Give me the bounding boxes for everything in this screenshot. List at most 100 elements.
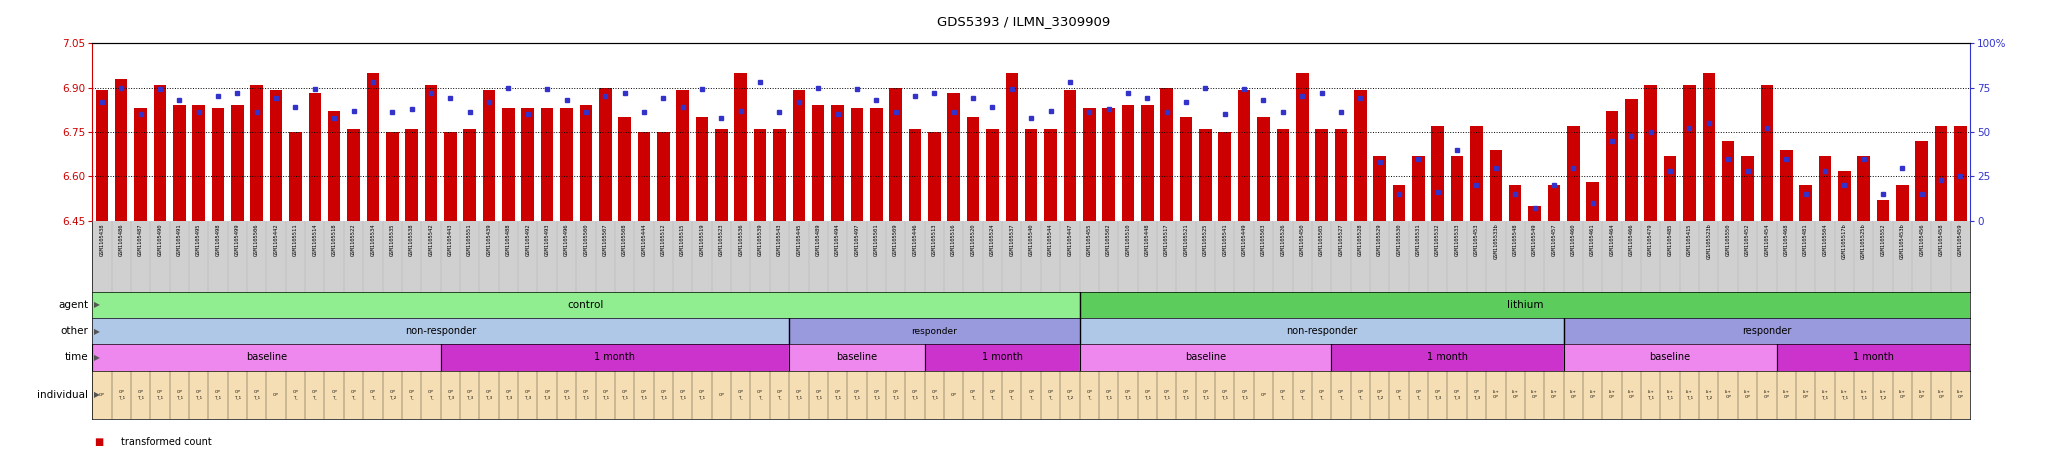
Text: GSM1105531: GSM1105531 — [1415, 223, 1421, 255]
Text: OP
T_1: OP T_1 — [698, 390, 707, 399]
Text: non-responder: non-responder — [406, 326, 477, 336]
Text: GSM1105516: GSM1105516 — [950, 223, 956, 255]
Bar — [1200, 129, 1212, 221]
Bar — [580, 105, 592, 221]
Bar — [754, 129, 766, 221]
Bar — [618, 117, 631, 221]
Text: OP
T_1: OP T_1 — [795, 390, 803, 399]
Bar — [1702, 72, 1714, 221]
Text: Li+
T_1: Li+ T_1 — [1686, 390, 1694, 399]
Bar — [676, 91, 688, 221]
Text: Li+
T_2: Li+ T_2 — [1706, 390, 1712, 399]
Text: GSM1105527: GSM1105527 — [1339, 223, 1343, 255]
Text: GSM1105439: GSM1105439 — [487, 223, 492, 255]
Text: GSM1105552: GSM1105552 — [1880, 223, 1886, 255]
Text: GSM1105532: GSM1105532 — [1436, 223, 1440, 255]
Bar — [463, 129, 475, 221]
Text: Li+
OP: Li+ OP — [1493, 390, 1499, 399]
Text: ■: ■ — [94, 437, 104, 447]
Text: GSM1105501: GSM1105501 — [874, 223, 879, 255]
Bar — [440, 344, 788, 371]
Text: OP
T_1: OP T_1 — [602, 390, 608, 399]
Bar — [309, 93, 322, 221]
Bar — [1102, 108, 1114, 221]
Text: GSM1105521: GSM1105521 — [1184, 223, 1188, 255]
Text: OP
T_: OP T_ — [776, 390, 782, 399]
Bar — [715, 129, 727, 221]
Text: GSM1105438: GSM1105438 — [100, 223, 104, 255]
Text: GSM1105523b: GSM1105523b — [1706, 223, 1712, 259]
Bar — [1528, 206, 1540, 221]
Text: GSM1105460: GSM1105460 — [1571, 223, 1575, 255]
Text: GSM1105513: GSM1105513 — [932, 223, 936, 255]
Text: GSM1105542: GSM1105542 — [428, 223, 434, 255]
Text: non-responder: non-responder — [1286, 326, 1358, 336]
Text: OP
T_1: OP T_1 — [254, 390, 260, 399]
Text: OP
T_: OP T_ — [1049, 390, 1053, 399]
Text: OP
T_1: OP T_1 — [834, 390, 842, 399]
Bar — [1079, 318, 1563, 344]
Text: GSM1105492: GSM1105492 — [524, 223, 530, 255]
Text: GSM1105442: GSM1105442 — [274, 223, 279, 255]
Text: OP: OP — [1262, 393, 1266, 397]
Text: OP
T_: OP T_ — [1028, 390, 1034, 399]
Text: GSM1105551: GSM1105551 — [467, 223, 473, 255]
Text: OP
T_1: OP T_1 — [621, 390, 629, 399]
Text: GDS5393 / ILMN_3309909: GDS5393 / ILMN_3309909 — [938, 15, 1110, 28]
Text: GSM1105446: GSM1105446 — [913, 223, 918, 255]
Text: OP
T_2: OP T_2 — [1376, 390, 1382, 399]
Text: GSM1105453: GSM1105453 — [1475, 223, 1479, 255]
Text: GSM1105539: GSM1105539 — [758, 223, 762, 255]
Text: Li+
T_1: Li+ T_1 — [1647, 390, 1655, 399]
Text: GSM1105485: GSM1105485 — [1667, 223, 1673, 255]
Text: OP
T_3: OP T_3 — [504, 390, 512, 399]
Text: GSM1105514: GSM1105514 — [311, 223, 317, 255]
Text: GSM1105510: GSM1105510 — [1126, 223, 1130, 255]
Bar — [1044, 129, 1057, 221]
Bar — [1954, 126, 1966, 221]
Bar — [1624, 99, 1638, 221]
Bar — [1761, 85, 1774, 221]
Bar — [1083, 108, 1096, 221]
Text: Li+
OP: Li+ OP — [1511, 390, 1520, 399]
Text: Li+
OP: Li+ OP — [1802, 390, 1808, 399]
Text: GSM1105454: GSM1105454 — [1765, 223, 1769, 255]
Text: GSM1105509: GSM1105509 — [893, 223, 899, 255]
Text: Li+
OP: Li+ OP — [1532, 390, 1538, 399]
Text: OP
T_: OP T_ — [1337, 390, 1343, 399]
Text: GSM1105518: GSM1105518 — [332, 223, 336, 255]
Text: OP
T_1: OP T_1 — [1143, 390, 1151, 399]
Bar — [1819, 156, 1831, 221]
Text: OP: OP — [272, 393, 279, 397]
Text: GSM1105461: GSM1105461 — [1589, 223, 1595, 255]
Text: GSM1105549: GSM1105549 — [1532, 223, 1538, 255]
Text: OP
T_: OP T_ — [332, 390, 338, 399]
Text: OP
T_: OP T_ — [428, 390, 434, 399]
Bar — [1411, 156, 1425, 221]
Bar — [926, 344, 1079, 371]
Text: GSM1105538: GSM1105538 — [410, 223, 414, 255]
Bar — [1587, 183, 1599, 221]
Bar — [1563, 318, 1970, 344]
Text: GSM1105525: GSM1105525 — [1202, 223, 1208, 255]
Bar — [1374, 156, 1386, 221]
Text: OP
T_: OP T_ — [293, 390, 299, 399]
Text: GSM1105500: GSM1105500 — [584, 223, 588, 255]
Text: individual: individual — [37, 390, 88, 400]
Bar — [987, 129, 999, 221]
Bar — [92, 344, 440, 371]
Text: OP
T_1: OP T_1 — [582, 390, 590, 399]
Bar — [92, 292, 1079, 318]
Bar — [1296, 72, 1309, 221]
Bar — [1141, 105, 1153, 221]
Text: GSM1105512: GSM1105512 — [662, 223, 666, 255]
Bar — [1276, 129, 1288, 221]
Text: GSM1105464: GSM1105464 — [1610, 223, 1614, 255]
Text: OP
T_: OP T_ — [1085, 390, 1092, 399]
Text: GSM1105468: GSM1105468 — [1784, 223, 1788, 255]
Bar — [1354, 91, 1366, 221]
Text: OP
T_1: OP T_1 — [176, 390, 182, 399]
Text: Li+
OP: Li+ OP — [1571, 390, 1577, 399]
Bar — [1393, 185, 1405, 221]
Text: OP
T_: OP T_ — [971, 390, 977, 399]
